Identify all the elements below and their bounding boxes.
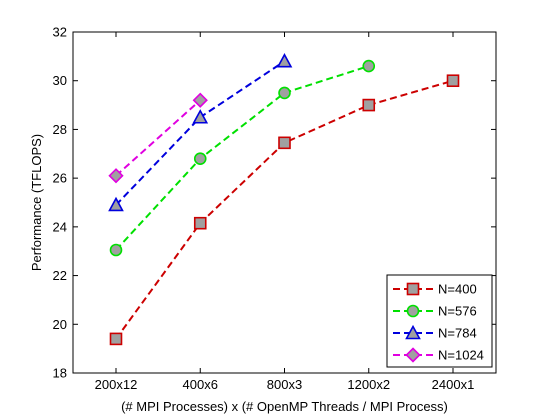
legend-marker <box>406 304 420 318</box>
legend-label: N=784 <box>438 326 477 341</box>
y-axis-label: Performance (TFLOPS) <box>29 134 44 271</box>
legend-box <box>386 274 493 368</box>
legend-marker <box>406 282 420 296</box>
series-n-1024 <box>108 92 208 184</box>
data-point <box>278 136 291 150</box>
legend-item: N=1024 <box>393 347 484 363</box>
data-point <box>362 98 376 112</box>
y-tick-label: 30 <box>53 73 67 88</box>
data-point <box>362 59 376 73</box>
data-point <box>108 196 124 212</box>
axis-layer: 18 20 22 24 26 28 30 32 200x12 400x6 800x3 1200x2 24… <box>53 25 496 392</box>
data-point <box>109 243 123 257</box>
y-tick-label: 18 <box>53 366 67 381</box>
y-tick-label: 26 <box>53 171 67 186</box>
series-n-784 <box>108 53 293 212</box>
data-point <box>193 152 207 165</box>
legend-label: N=1024 <box>438 348 484 363</box>
data-point <box>446 74 460 88</box>
data-point <box>108 168 124 184</box>
series-line <box>115 99 201 177</box>
x-tick-label: 800x3 <box>267 377 302 392</box>
data-point <box>192 92 208 108</box>
y-tick-label: 32 <box>53 25 67 40</box>
x-tick-label: 200x12 <box>95 377 138 392</box>
x-tick-label: 400x6 <box>183 377 218 392</box>
x-tick-label: 1200x2 <box>347 377 390 392</box>
data-point <box>276 53 293 68</box>
y-tick-label: 20 <box>53 317 67 332</box>
data-point <box>193 216 207 230</box>
data-point <box>278 86 291 100</box>
legend-label: N=400 <box>438 282 477 297</box>
y-tick-label: 22 <box>53 268 67 283</box>
legend-item: N=400 <box>393 282 477 297</box>
legend-marker <box>405 324 421 340</box>
x-axis-label: (# MPI Processes) x (# OpenMP Threads / … <box>121 399 448 414</box>
legend-item: N=576 <box>393 304 477 319</box>
legend-label: N=576 <box>438 304 477 319</box>
series-n-576 <box>109 59 376 257</box>
series-line <box>115 65 370 251</box>
series-n-400 <box>109 74 460 346</box>
data-point <box>109 332 123 346</box>
data-point <box>192 109 209 124</box>
x-tick-label: 2400x1 <box>432 377 475 392</box>
legend: N=400 N=576 N=784 N=1024 <box>386 274 493 368</box>
y-tick-label: 28 <box>53 122 67 137</box>
series-layer <box>108 53 460 346</box>
legend-item: N=784 <box>393 324 477 341</box>
y-tick-label: 24 <box>53 219 67 234</box>
legend-marker <box>405 347 421 363</box>
